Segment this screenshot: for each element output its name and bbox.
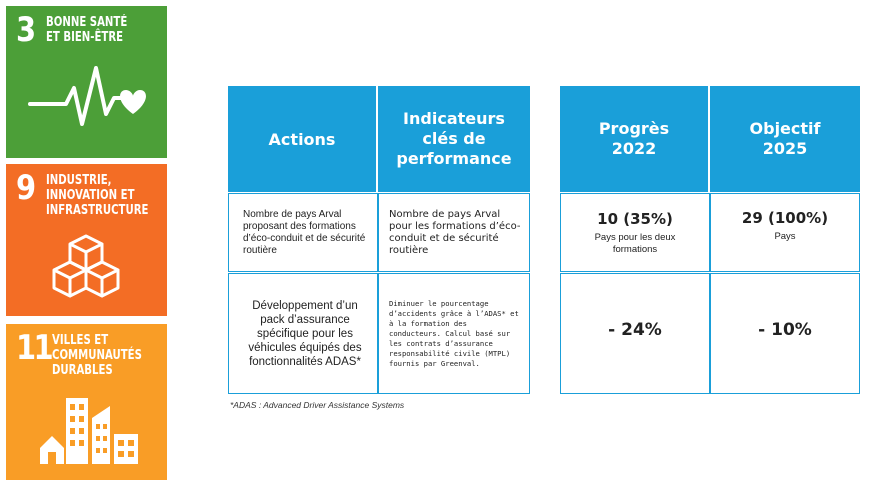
table-cell-action: Développement d’un pack d’assurance spéc… (228, 273, 378, 394)
header-objective: Objectif 2025 (710, 86, 860, 192)
action-text: Nombre de pays Arval proposant des forma… (243, 208, 366, 256)
sdg-tile-9: 9 INDUSTRIE, INNOVATION ET INFRASTRUCTUR… (6, 164, 167, 316)
sdg-tile-11: 11 VILLES ET COMMUNAUTÉS DURABLES (6, 324, 167, 480)
objective-note: Pays (774, 230, 796, 242)
kpi-text: Diminuer le pourcentage d’accidents grâc… (389, 298, 519, 368)
table-cell-progress: - 24% (560, 273, 710, 394)
header-kpi: Indicateurs clés de performance (378, 86, 530, 192)
sdg-title-line: ET BIEN-ÊTRE (46, 30, 124, 45)
header-actions-label: Actions (268, 129, 336, 149)
progress-note: Pays pour les deux formations (594, 231, 676, 255)
header-objective-line: Objectif (749, 119, 821, 138)
action-text: Développement d’un pack d’assurance spéc… (248, 299, 362, 368)
sdg-title-line: BONNE SANTÉ (46, 15, 128, 30)
sdg-title-line: COMMUNAUTÉS (52, 348, 142, 363)
sdg-number: 3 (16, 10, 36, 50)
table-cell-action: Nombre de pays Arval proposant des forma… (228, 193, 378, 272)
sdg-number: 11 (16, 328, 54, 368)
progress-value: - 24% (608, 319, 662, 340)
sdg-number: 9 (16, 168, 36, 208)
kpi-text: Nombre de pays Arval pour les formations… (389, 208, 521, 256)
objective-value: 29 (100%) (741, 208, 829, 227)
table-cell-progress: 10 (35%) Pays pour les deux formations (560, 193, 710, 272)
header-objective-line: 2025 (762, 139, 808, 158)
table-cell-kpi: Diminuer le pourcentage d’accidents grâc… (378, 273, 530, 394)
city-buildings-icon (40, 398, 138, 464)
sdg-title-line: VILLES ET (52, 333, 109, 348)
sdg-title-line: INDUSTRIE, (46, 173, 112, 188)
table-cell-kpi: Nombre de pays Arval pour les formations… (378, 193, 530, 272)
header-progress-line: 2022 (611, 139, 657, 158)
header-kpi-line: performance (396, 149, 512, 168)
sdg-title-line: INFRASTRUCTURE (46, 203, 149, 218)
heartbeat-icon (28, 66, 146, 126)
cubes-icon (52, 234, 120, 298)
progress-value: 10 (35%) (597, 209, 673, 228)
table-cell-objective: 29 (100%) Pays (710, 193, 860, 272)
sdg-tile-3: 3 BONNE SANTÉ ET BIEN-ÊTRE (6, 6, 167, 158)
header-progress-line: Progrès (598, 119, 670, 138)
objective-value: - 10% (758, 319, 812, 340)
header-actions: Actions (228, 86, 376, 192)
sdg-title: BONNE SANTÉ ET BIEN-ÊTRE (46, 15, 167, 45)
header-progress: Progrès 2022 (560, 86, 708, 192)
sdg-title-line: DURABLES (52, 363, 113, 378)
table-cell-objective: - 10% (710, 273, 860, 394)
header-kpi-line: Indicateurs (403, 109, 505, 128)
footnote: *ADAS : Advanced Driver Assistance Syste… (230, 400, 405, 410)
header-kpi-line: clés de (422, 129, 486, 148)
sdg-title: VILLES ET COMMUNAUTÉS DURABLES (52, 333, 167, 378)
sdg-title-line: INNOVATION ET (46, 188, 135, 203)
sdg-title: INDUSTRIE, INNOVATION ET INFRASTRUCTURE (46, 173, 167, 218)
